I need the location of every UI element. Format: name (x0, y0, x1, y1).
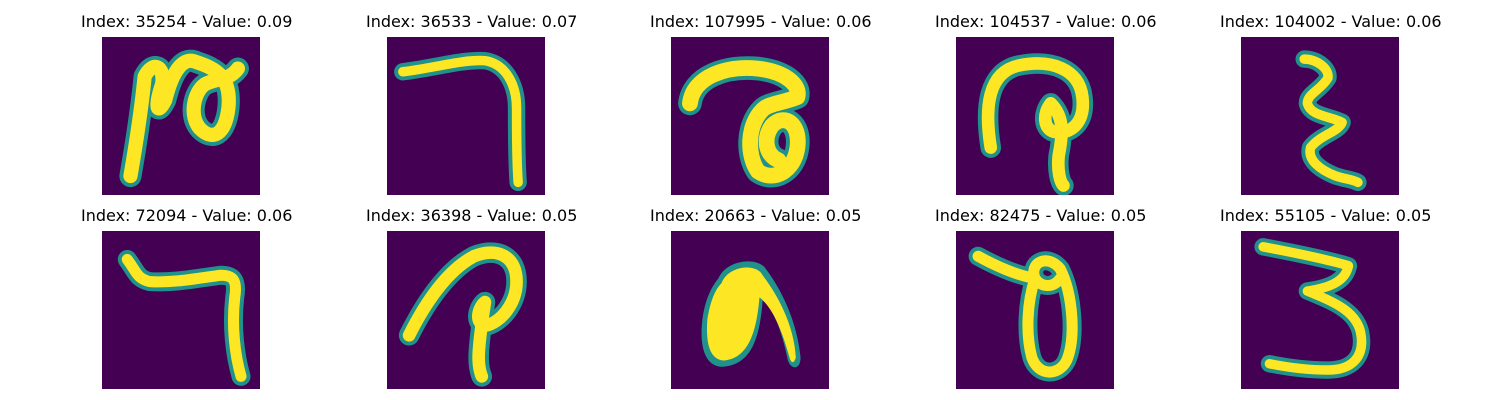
panel-title: Index: 55105 - Value: 0.05 (1220, 206, 1432, 225)
panel-title: Index: 82475 - Value: 0.05 (935, 206, 1147, 225)
handwritten-character-image (387, 37, 545, 195)
panel-title: Index: 107995 - Value: 0.06 (650, 12, 872, 31)
handwritten-character-image (102, 37, 260, 195)
panel-title: Index: 104537 - Value: 0.06 (935, 12, 1157, 31)
panel-title: Index: 72094 - Value: 0.06 (81, 206, 293, 225)
handwritten-character-image (387, 231, 545, 389)
panel-title: Index: 104002 - Value: 0.06 (1220, 12, 1442, 31)
handwritten-character-image (956, 37, 1114, 195)
handwritten-character-image (102, 231, 260, 389)
handwritten-character-image (671, 231, 829, 389)
handwritten-character-image (956, 231, 1114, 389)
panel-title: Index: 36398 - Value: 0.05 (366, 206, 578, 225)
panel-title: Index: 20663 - Value: 0.05 (650, 206, 862, 225)
panel-title: Index: 35254 - Value: 0.09 (81, 12, 293, 31)
panel-title: Index: 36533 - Value: 0.07 (366, 12, 578, 31)
handwritten-character-image (1241, 231, 1399, 389)
handwritten-character-image (1241, 37, 1399, 195)
handwritten-character-image (671, 37, 829, 195)
